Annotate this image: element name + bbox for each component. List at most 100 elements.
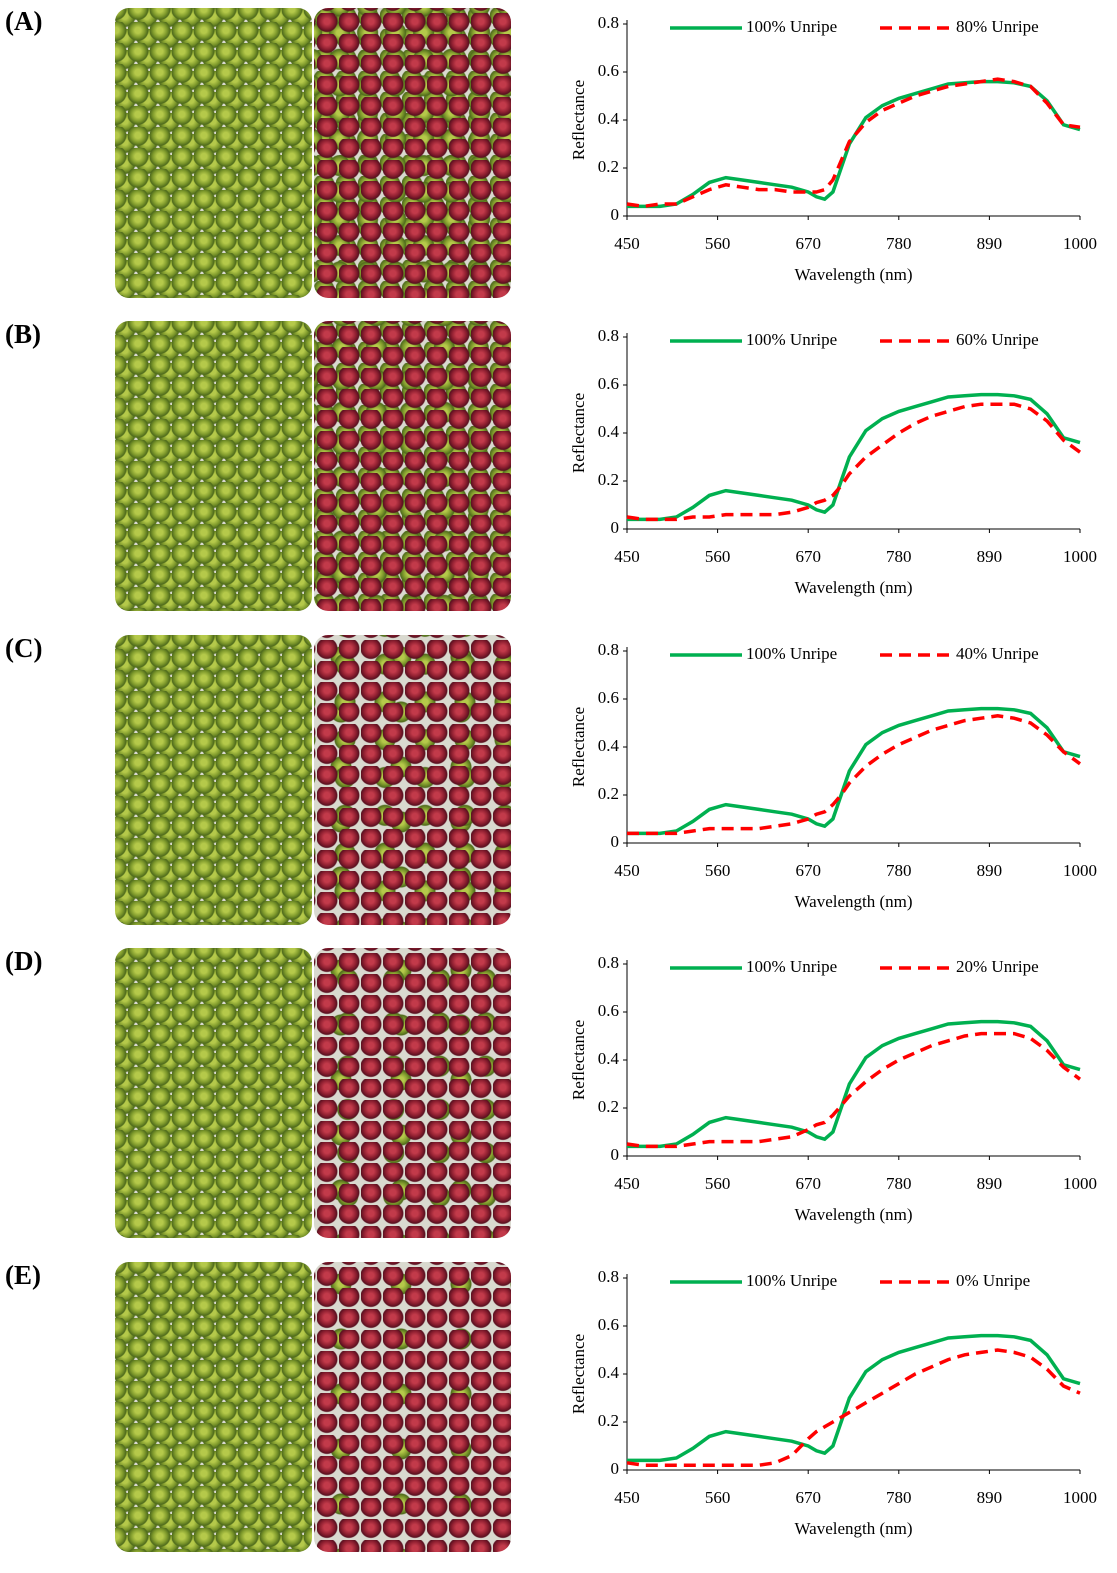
x-axis-title: Wavelength (nm) [794, 265, 912, 284]
series-line [627, 1333, 1081, 1463]
x-tick-label: 890 [977, 1174, 1003, 1193]
x-axis-title: Wavelength (nm) [794, 1205, 912, 1224]
photo-unripe [115, 635, 312, 925]
y-tick-label: 0.8 [598, 13, 619, 32]
y-tick-label: 0.2 [598, 1411, 619, 1430]
x-tick-label: 450 [614, 547, 640, 566]
y-tick-label: 0.4 [598, 109, 620, 128]
y-tick-label: 0.4 [598, 1049, 620, 1068]
photo-unripe [115, 8, 312, 298]
x-tick-label: 560 [705, 861, 731, 880]
x-axis-title: Wavelength (nm) [794, 892, 912, 911]
x-tick-label: 670 [795, 234, 821, 253]
series-line [627, 392, 1081, 522]
y-tick-label: 0.8 [598, 1267, 619, 1286]
x-tick-label: 1000 [1063, 1174, 1097, 1193]
x-tick-label: 670 [795, 1488, 821, 1507]
x-tick-label: 780 [886, 547, 912, 566]
legend-label: 0% Unripe [956, 1271, 1030, 1290]
chart: 0 0.2 0.4 0.6 0.8 450 560 670 780 890 1000 Waveleng… [569, 640, 1097, 911]
y-tick-label: 0.2 [598, 470, 619, 489]
y-tick-label: 0 [611, 1145, 620, 1164]
x-tick-label: 1000 [1063, 547, 1097, 566]
y-tick-label: 0.4 [598, 1363, 620, 1382]
panel-label: (A) [5, 6, 43, 36]
y-axis-title: Reflectance [569, 1020, 588, 1100]
y-tick-label: 0.6 [598, 1001, 619, 1020]
photo-unripe [115, 948, 312, 1238]
panel-label: (C) [5, 633, 43, 663]
x-tick-label: 780 [886, 1488, 912, 1507]
y-tick-label: 0.8 [598, 953, 619, 972]
series-line [627, 714, 1082, 836]
x-axis-title: Wavelength (nm) [794, 1519, 912, 1538]
photo-mixture [314, 321, 511, 611]
series-line [626, 77, 1081, 209]
x-tick-label: 890 [977, 547, 1003, 566]
x-tick-label: 780 [886, 861, 912, 880]
chart: 0 0.2 0.4 0.6 0.8 450 560 670 780 890 1000 Waveleng… [569, 953, 1097, 1224]
x-tick-label: 670 [795, 547, 821, 566]
x-tick-label: 560 [705, 1174, 731, 1193]
series-line [627, 1019, 1081, 1149]
y-tick-label: 0.2 [598, 157, 619, 176]
legend-label: 20% Unripe [956, 957, 1039, 976]
photo-unripe [115, 321, 312, 611]
legend-label: 100% Unripe [746, 957, 837, 976]
series-line [626, 1348, 1081, 1467]
series-line [626, 1031, 1082, 1149]
y-tick-label: 0.6 [598, 1315, 619, 1334]
y-tick-label: 0 [611, 1459, 620, 1478]
y-tick-label: 0 [611, 518, 620, 537]
legend-label: 40% Unripe [956, 644, 1039, 663]
x-tick-label: 670 [795, 1174, 821, 1193]
legend-label: 100% Unripe [746, 1271, 837, 1290]
panel-label: (D) [5, 946, 43, 976]
legend-label: 80% Unripe [956, 17, 1039, 36]
y-tick-label: 0 [611, 205, 620, 224]
y-tick-label: 0.6 [598, 374, 619, 393]
legend-label: 100% Unripe [746, 644, 837, 663]
x-tick-label: 450 [614, 861, 640, 880]
photo-mixture [314, 1262, 511, 1552]
x-tick-label: 780 [886, 234, 912, 253]
x-axis-title: Wavelength (nm) [794, 578, 912, 597]
chart: 0 0.2 0.4 0.6 0.8 450 560 670 780 890 1000 Waveleng… [569, 326, 1097, 597]
y-tick-label: 0.2 [598, 1097, 619, 1116]
y-tick-label: 0.4 [598, 736, 620, 755]
legend-label: 60% Unripe [956, 330, 1039, 349]
x-tick-label: 560 [705, 1488, 731, 1507]
x-tick-label: 670 [795, 861, 821, 880]
x-tick-label: 890 [977, 861, 1003, 880]
panel-label: (E) [5, 1260, 41, 1290]
x-tick-label: 890 [977, 234, 1003, 253]
y-tick-label: 0.8 [598, 640, 619, 659]
photo-unripe [115, 1262, 312, 1552]
series-line [626, 402, 1082, 522]
x-tick-label: 1000 [1063, 1488, 1097, 1507]
y-tick-label: 0.8 [598, 326, 619, 345]
y-tick-label: 0.6 [598, 688, 619, 707]
x-tick-label: 450 [614, 1488, 640, 1507]
y-tick-label: 0.4 [598, 422, 620, 441]
y-axis-title: Reflectance [569, 393, 588, 473]
series-line [627, 79, 1081, 209]
x-tick-label: 450 [614, 234, 640, 253]
chart: 0 0.2 0.4 0.6 0.8 450 560 670 780 890 1000 Waveleng… [569, 1267, 1097, 1538]
y-axis-title: Reflectance [569, 80, 588, 160]
x-tick-label: 1000 [1063, 861, 1097, 880]
photo-mixture [314, 948, 511, 1238]
x-tick-label: 560 [705, 234, 731, 253]
photo-mixture [314, 635, 511, 925]
x-tick-label: 890 [977, 1488, 1003, 1507]
x-tick-label: 780 [886, 1174, 912, 1193]
y-tick-label: 0.2 [598, 784, 619, 803]
y-tick-label: 0.6 [598, 61, 619, 80]
chart: 0 0.2 0.4 0.6 0.8 450 560 670 780 890 1000 Waveleng… [569, 13, 1097, 284]
x-tick-label: 1000 [1063, 234, 1097, 253]
x-tick-label: 560 [705, 547, 731, 566]
y-axis-title: Reflectance [569, 1334, 588, 1414]
legend-label: 100% Unripe [746, 330, 837, 349]
x-tick-label: 450 [614, 1174, 640, 1193]
